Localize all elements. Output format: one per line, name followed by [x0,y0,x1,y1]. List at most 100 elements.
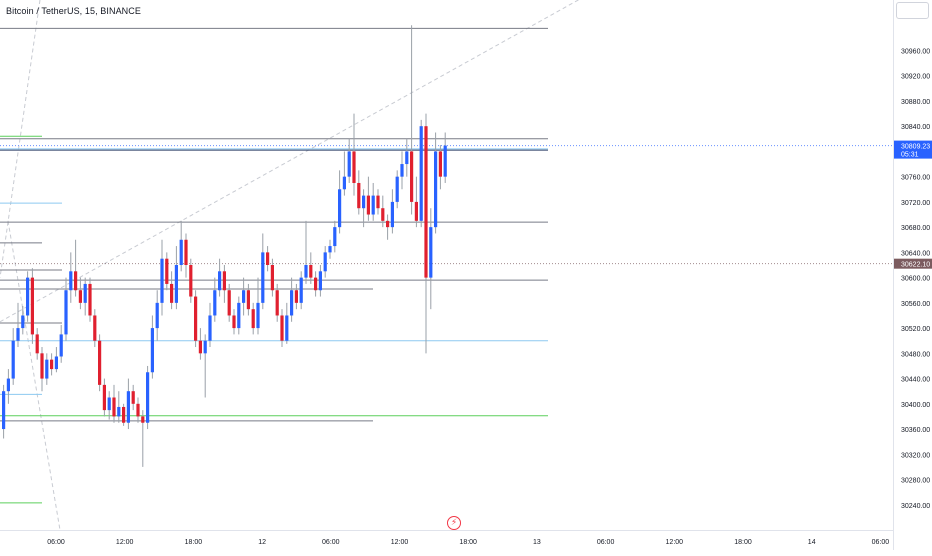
price-axis[interactable]: 30240.00 30280.00 30320.00 30360.00 30400.00… [893,0,932,550]
candle [237,296,241,335]
candle [424,113,428,354]
candle [227,283,231,322]
candle [443,132,447,183]
candle-body [352,151,356,183]
candle [21,306,25,335]
candle [174,246,178,310]
candle [54,347,58,373]
candle-body [323,252,327,272]
candle-body [266,252,270,265]
candle-body [362,195,366,209]
candle-body [59,334,63,357]
candle [117,391,121,423]
candle [275,283,279,322]
candle [126,378,130,430]
candle-body [434,151,438,228]
candle [218,258,222,297]
candle-body [40,353,44,379]
price-tick-label: 30440.00 [901,377,930,384]
candle [376,189,380,215]
price-label-box [894,140,932,159]
candle [78,277,82,310]
candle [381,195,385,228]
candle-body [131,391,135,404]
candle-body [203,340,207,354]
candle [338,170,342,234]
candle-body [69,271,73,291]
candle-body [294,290,298,303]
candle-body [390,201,394,228]
candle [251,302,255,335]
candle [213,277,217,322]
candle [50,353,54,376]
price-tick-label: 30960.00 [901,48,930,55]
time-tick-label: 06:00 [322,539,340,546]
candle [438,145,442,190]
candle [131,384,135,411]
candle-body [419,126,423,221]
settings-box-icon[interactable] [896,2,929,19]
time-tick-label: 06:00 [597,539,615,546]
price-tick-label: 30640.00 [901,250,930,257]
candle [88,277,92,322]
price-label-text: 30809.23 [901,144,930,151]
candle-body [112,397,116,417]
candle-body [395,176,399,202]
candle-body [218,271,222,291]
candle-body [6,378,10,392]
chart-area[interactable] [0,0,893,530]
candle-body [213,290,217,316]
candle [102,378,106,417]
candle-body [117,406,121,417]
candle-body [54,356,58,370]
price-tick-label: 30760.00 [901,175,930,182]
candle [40,347,44,392]
candle-body [443,145,447,177]
trend-line [0,0,580,323]
candle-body [198,340,202,354]
candle [26,271,30,322]
candle-body [314,277,318,291]
candle [342,151,346,196]
candle-body [347,151,351,177]
candle-body [184,239,188,265]
candle [246,283,250,316]
candle [64,277,68,341]
candle [59,324,63,363]
price-tick-label: 30600.00 [901,276,930,283]
candle-body [165,258,169,284]
candle-body [424,126,428,278]
candle-body [318,271,322,291]
candlestick-chart[interactable] [0,0,893,530]
candle [179,220,183,272]
price-tick-label: 30240.00 [901,503,930,510]
price-tick-label: 30880.00 [901,99,930,106]
candle [170,271,174,310]
candle-body [333,227,337,247]
lightning-bolt-icon[interactable]: ⚡ [447,516,461,530]
candle-body [438,151,442,177]
candle [203,334,207,398]
trend-line [7,220,61,530]
candle-body [400,164,404,177]
candle [2,384,6,439]
candle-body [160,258,164,303]
candle-body [50,359,54,370]
time-axis[interactable]: 06:00 12:00 18:00 12 06:00 12:00 18:00 13 06:00 1… [0,530,893,550]
candle-body [45,359,49,379]
time-tick-label: 18:00 [185,539,203,546]
candle-body [136,403,140,417]
candle-body [78,290,82,303]
candle [395,170,399,209]
candle-body [371,195,375,215]
price-tick-label: 30680.00 [901,225,930,232]
price-tick-label: 30920.00 [901,74,930,81]
candle [160,239,164,316]
candle [352,113,356,196]
price-tick-label: 30520.00 [901,326,930,333]
candle-body [222,271,226,291]
candle [83,277,87,316]
candle-body [414,201,418,221]
candle [294,283,298,310]
candle [371,182,375,221]
